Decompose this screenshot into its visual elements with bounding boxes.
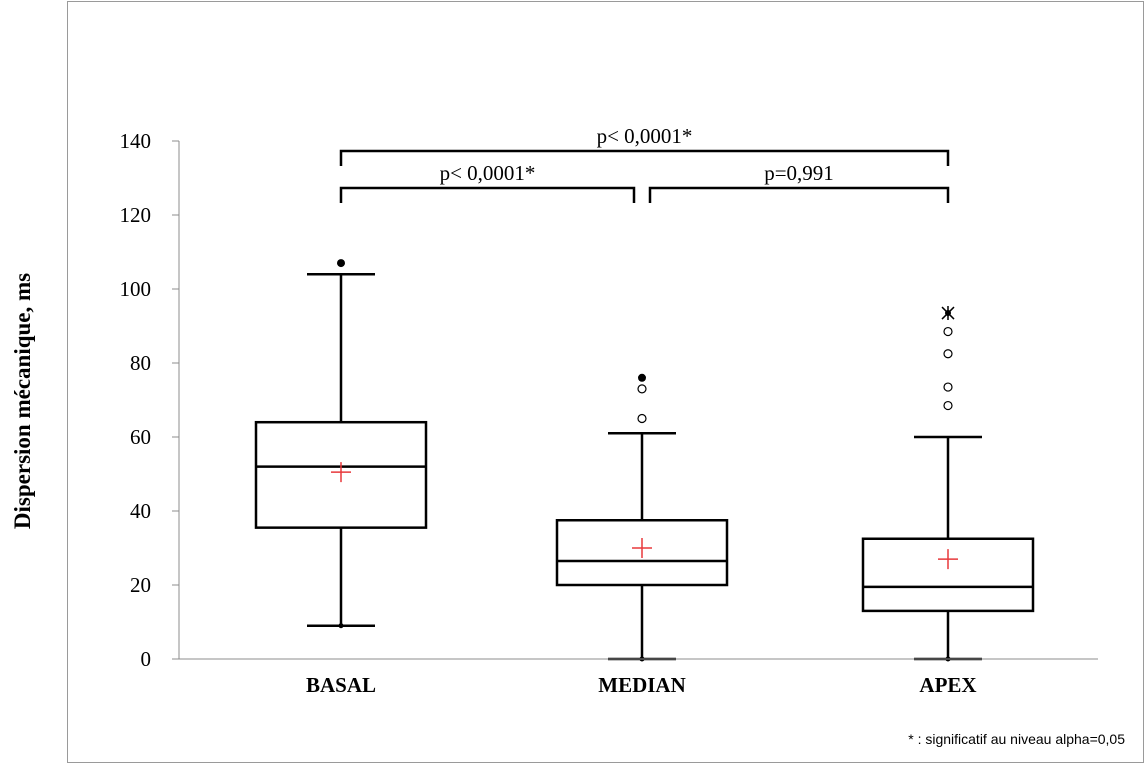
outlier-point — [637, 413, 647, 424]
x-tick-label: MEDIAN — [598, 673, 686, 697]
y-tick-label: 140 — [120, 129, 152, 153]
p-value-label: p< 0,0001* — [440, 161, 536, 185]
boxes — [254, 259, 1035, 662]
y-tick-label: 20 — [130, 573, 151, 597]
x-tick-label: APEX — [919, 673, 976, 697]
outlier-point — [943, 349, 953, 359]
y-tick-label: 100 — [120, 277, 152, 301]
box-apex — [861, 306, 1035, 662]
chart-frame — [67, 1, 1144, 763]
bracket: p=0,991 — [648, 161, 950, 203]
extreme-outlier-point — [945, 310, 951, 317]
significance-brackets: p< 0,0001* p< 0,0001* p=0,991 — [339, 124, 950, 203]
mean-marker — [938, 549, 958, 570]
outlier-point — [637, 384, 647, 394]
y-tick-label: 60 — [130, 425, 151, 449]
p-value-label: p< 0,0001* — [597, 124, 693, 148]
extreme-outlier-point — [337, 259, 345, 268]
mean-marker — [331, 462, 351, 483]
x-tick-label: BASAL — [306, 673, 376, 697]
mean-marker — [632, 538, 652, 558]
bracket-line — [339, 149, 950, 166]
y-axis-label: Dispersion mécanique, ms — [10, 273, 35, 529]
y-tick-label: 120 — [120, 203, 152, 227]
outlier-point — [943, 326, 953, 337]
x-axis: BASAL MEDIAN APEX — [179, 658, 1098, 697]
outlier-point — [943, 382, 953, 392]
bracket-line — [648, 186, 950, 203]
min-point — [338, 623, 344, 629]
bracket: p< 0,0001* — [339, 124, 950, 166]
y-tick-label: 40 — [130, 499, 151, 523]
y-tick-label: 0 — [141, 647, 152, 671]
y-axis: 0 20 40 60 80 100 120 140 — [120, 129, 180, 671]
footnote: * : significatif au niveau alpha=0,05 — [908, 731, 1125, 747]
p-value-label: p=0,991 — [764, 161, 834, 185]
box-basal — [254, 259, 428, 629]
extreme-outlier-point — [638, 373, 646, 382]
outlier-point — [943, 400, 953, 411]
bracket-line — [339, 186, 636, 203]
y-tick-label: 80 — [130, 351, 151, 375]
bracket: p< 0,0001* — [339, 161, 636, 203]
box-median — [555, 373, 729, 662]
